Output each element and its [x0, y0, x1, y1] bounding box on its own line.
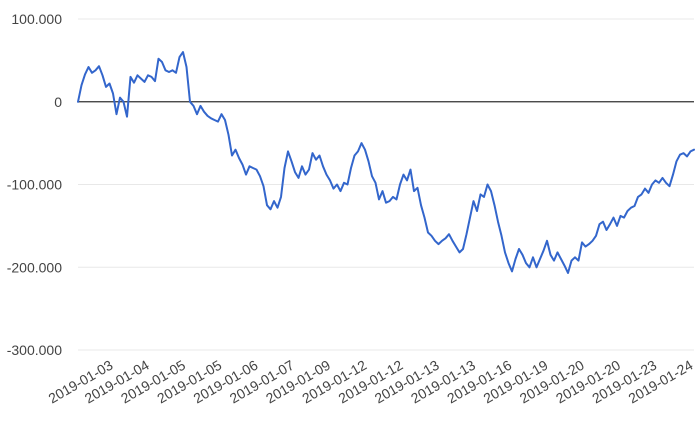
- y-tick-label: 0: [54, 94, 62, 110]
- y-tick-label: -300.000: [7, 342, 62, 358]
- series-line: [77, 51, 695, 274]
- y-tick-label: -100.000: [7, 177, 62, 193]
- gridlines: [78, 18, 694, 351]
- x-axis-tick-labels: 2019-01-032019-01-042019-01-052019-01-05…: [45, 357, 695, 407]
- series-layer: [77, 51, 695, 274]
- y-tick-label: -200.000: [7, 259, 62, 275]
- y-tick-label: 100.000: [11, 11, 62, 27]
- y-axis-tick-labels: 100.000 0 -100.000 -200.000 -300.000: [7, 11, 62, 358]
